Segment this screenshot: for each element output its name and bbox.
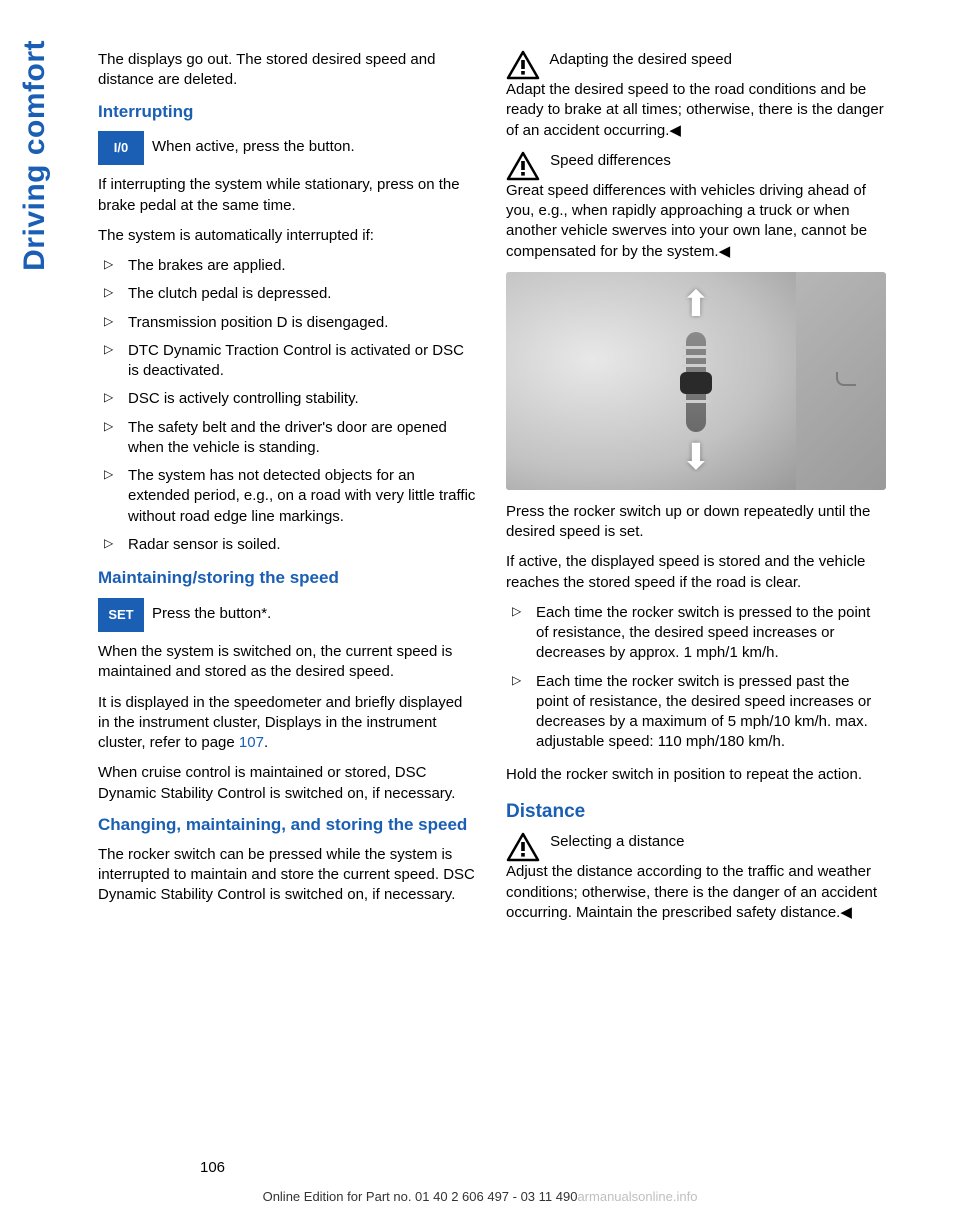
interrupt-p2: The system is automatically interrupted … [98,226,478,246]
maintain-p3: When cruise control is maintained or sto… [98,763,478,804]
warning-body: Great speed differences with vehicles dr… [506,181,886,262]
afterfig-p3: Hold the rocker switch in position to re… [506,765,886,785]
intro-text: The displays go out. The stored desired … [98,50,478,91]
maintain-p2b: . [264,734,268,751]
page-link-107[interactable]: 107 [239,734,264,751]
list-item: Each time the rocker switch is pressed t… [506,603,886,664]
heading-changing: Changing, maintaining, and storing the s… [98,814,478,837]
list-item: The brakes are applied. [98,256,478,276]
maintain-p2a: It is displayed in the speedometer and b… [98,694,462,752]
list-item: Transmission position D is disengaged. [98,313,478,333]
footer-main: Online Edition for Part no. 01 40 2 606 … [263,1189,578,1204]
side-tab-label: Driving comfort [18,40,52,271]
heading-maintaining: Maintaining/storing the speed [98,567,478,590]
warning-title: Adapting the desired speed [549,51,732,68]
heading-distance: Distance [506,799,886,825]
list-item: Each time the rocker switch is pressed p… [506,672,886,753]
footer-text: Online Edition for Part no. 01 40 2 606 … [0,1189,960,1204]
rocker-switch-figure: ⬆ ⬇ [506,272,886,490]
warning-adapting-speed: Adapting the desired speed Adapt the des… [506,50,886,141]
warning-icon [506,151,540,181]
maintain-p2: It is displayed in the speedometer and b… [98,693,478,754]
interrupt-p1: If interrupting the system while station… [98,175,478,216]
afterfig-p1: Press the rocker switch up or down repea… [506,502,886,543]
list-item: DSC is actively controlling stability. [98,389,478,409]
set-button-text: Press the button*. [152,598,478,624]
interrupt-button-text: When active, press the button. [152,131,478,157]
right-column: Adapting the desired speed Adapt the des… [506,50,886,933]
footer-watermark: armanualsonline.info [577,1189,697,1204]
list-item: Radar sensor is soiled. [98,535,478,555]
warning-icon [506,832,540,862]
list-item: The clutch pedal is depressed. [98,284,478,304]
list-item: DTC Dynamic Traction Control is activate… [98,341,478,382]
warning-speed-differences: Speed differences Great speed difference… [506,151,886,262]
warning-selecting-distance: Selecting a distance Adjust the distance… [506,832,886,923]
afterfig-p2: If active, the displayed speed is stored… [506,552,886,593]
arrow-down-icon: ⬇ [678,433,714,482]
warning-icon [506,50,540,80]
set-button-row: SET Press the button*. [98,598,478,632]
afterfig-list: Each time the rocker switch is pressed t… [506,603,886,753]
changing-p1: The rocker switch can be pressed while t… [98,845,478,906]
warning-body: Adjust the distance according to the tra… [506,862,886,923]
arrow-up-icon: ⬆ [678,280,714,329]
list-item: The system has not detected objects for … [98,466,478,527]
interrupt-button-row: I/0 When active, press the button. [98,131,478,165]
heading-interrupting: Interrupting [98,101,478,124]
maintain-p1: When the system is switched on, the curr… [98,642,478,683]
list-item: The safety belt and the driver's door ar… [98,418,478,459]
io-button-icon: I/0 [98,131,144,165]
left-column: The displays go out. The stored desired … [98,50,478,933]
warning-title: Speed differences [550,152,671,169]
page-content: The displays go out. The stored desired … [98,50,888,933]
page-number: 106 [200,1159,225,1176]
set-button-icon: SET [98,598,144,632]
interrupt-list: The brakes are applied. The clutch pedal… [98,256,478,555]
warning-body: Adapt the desired speed to the road cond… [506,80,886,141]
warning-title: Selecting a distance [550,833,684,850]
